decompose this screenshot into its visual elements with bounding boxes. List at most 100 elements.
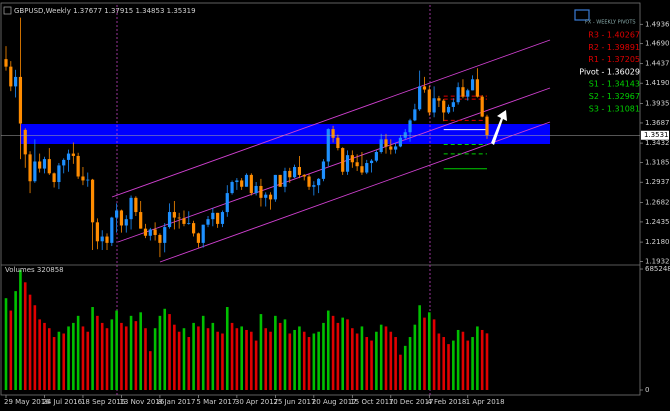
candle-body bbox=[427, 89, 431, 113]
candle-body bbox=[52, 173, 56, 183]
y-tick-label: 1.31855 bbox=[645, 159, 670, 167]
volume-bar bbox=[124, 326, 128, 390]
volume-bar bbox=[269, 331, 272, 390]
volume-bar bbox=[355, 333, 359, 390]
volume-bar bbox=[466, 340, 470, 390]
candle-body bbox=[341, 148, 345, 172]
candle-body bbox=[148, 229, 152, 236]
volume-bar bbox=[346, 319, 349, 390]
candle-body bbox=[191, 223, 196, 234]
volume-bar bbox=[192, 322, 195, 390]
x-tick-label: 30 Apr 2017 bbox=[235, 398, 278, 406]
volume-bar bbox=[283, 319, 287, 390]
volume-bar bbox=[447, 344, 450, 390]
candle-body bbox=[71, 153, 75, 156]
frame bbox=[0, 2, 641, 396]
candle-body bbox=[461, 87, 465, 97]
candle-body bbox=[4, 59, 8, 67]
volume-bar bbox=[389, 331, 393, 390]
channel-line bbox=[159, 121, 551, 263]
candle-body bbox=[273, 174, 277, 200]
volume-bar bbox=[115, 310, 118, 390]
candle-body bbox=[437, 98, 441, 101]
candle-body bbox=[360, 166, 364, 173]
volume-bar bbox=[259, 314, 263, 390]
volume-bar bbox=[312, 333, 316, 390]
volume-bar bbox=[100, 322, 104, 390]
x-tick-label: 18 Sep 2016 bbox=[81, 398, 126, 406]
candle-body bbox=[90, 179, 95, 223]
volume-bar bbox=[134, 321, 138, 390]
candle-body bbox=[336, 137, 340, 149]
y-tick-label: 1.36875 bbox=[645, 119, 670, 127]
volume-bar bbox=[149, 351, 152, 390]
candle-body bbox=[480, 96, 484, 117]
candle-body bbox=[365, 163, 369, 173]
volume-bar bbox=[307, 337, 311, 390]
volume-bar bbox=[351, 328, 354, 390]
volume-bar bbox=[4, 298, 8, 390]
candle-body bbox=[413, 109, 417, 121]
candle-body bbox=[216, 212, 220, 224]
volume-bar bbox=[235, 328, 239, 390]
candle-body bbox=[124, 219, 128, 226]
volume-bar bbox=[96, 315, 99, 390]
candle-body bbox=[389, 146, 393, 150]
candle-body bbox=[9, 66, 13, 87]
y-tick-label: 1.24350 bbox=[645, 218, 670, 226]
pivot-label: S3 - 1.31081 bbox=[589, 104, 640, 113]
volume-bar bbox=[216, 331, 219, 390]
plot: 1.49360 1.46905 1.44375 1.41905 1.39350 1.368… bbox=[1, 17, 670, 406]
candle-body bbox=[374, 151, 378, 161]
volume-bar bbox=[336, 322, 340, 390]
volume-bar bbox=[139, 312, 142, 390]
y-tick-label: 1.26825 bbox=[645, 198, 670, 206]
candle-body bbox=[42, 159, 47, 169]
volume-bar bbox=[254, 340, 258, 390]
volume-bar bbox=[211, 322, 215, 390]
volume-bar bbox=[302, 331, 306, 390]
candle-body bbox=[394, 146, 398, 150]
zone bbox=[20, 124, 550, 144]
pivot-label: R3 - 1.40267 bbox=[588, 31, 640, 40]
icon bbox=[3, 6, 12, 15]
volume-bar bbox=[394, 337, 397, 390]
volume-bar bbox=[52, 337, 56, 390]
y-tick-label: 1.29375 bbox=[645, 178, 670, 186]
volume-bar bbox=[120, 322, 123, 390]
x-tick-label: 8 Jan 2017 bbox=[158, 398, 196, 406]
candle-body bbox=[57, 165, 61, 183]
volume-bar bbox=[264, 328, 268, 390]
volume-bar bbox=[341, 317, 344, 390]
y-tick-label: 1.46905 bbox=[645, 40, 670, 48]
volume-bar bbox=[33, 305, 37, 390]
candle-body bbox=[172, 212, 176, 218]
candle-body bbox=[129, 197, 133, 220]
pivot-label: S1 - 1.34143 bbox=[589, 80, 640, 89]
candle-body bbox=[201, 224, 205, 243]
y-tick-label: 1.21800 bbox=[645, 238, 670, 246]
volume-bar bbox=[250, 331, 253, 390]
y-tick-label: 1.39350 bbox=[645, 99, 670, 107]
x-tick-label: 1 Apr 2018 bbox=[466, 398, 505, 406]
volume-bar bbox=[379, 324, 383, 390]
volume-bar bbox=[129, 315, 133, 390]
volume-bar bbox=[240, 326, 243, 390]
candle-body bbox=[158, 234, 162, 243]
volume-bar bbox=[187, 337, 191, 390]
candle-body bbox=[182, 218, 186, 224]
candle-body bbox=[38, 161, 42, 169]
candle-body bbox=[28, 154, 32, 182]
x-tick-label: 20 Aug 2017 bbox=[312, 398, 357, 406]
candle-body bbox=[163, 227, 167, 243]
candle-body bbox=[240, 180, 244, 187]
volume-bar bbox=[442, 337, 446, 390]
candle-body bbox=[206, 219, 210, 225]
candle-body bbox=[134, 197, 138, 213]
candle-body bbox=[249, 174, 253, 194]
candle-body bbox=[196, 233, 200, 243]
candle-body bbox=[187, 223, 191, 224]
badge: FX - WEEKLY PIVOTS bbox=[585, 20, 636, 26]
